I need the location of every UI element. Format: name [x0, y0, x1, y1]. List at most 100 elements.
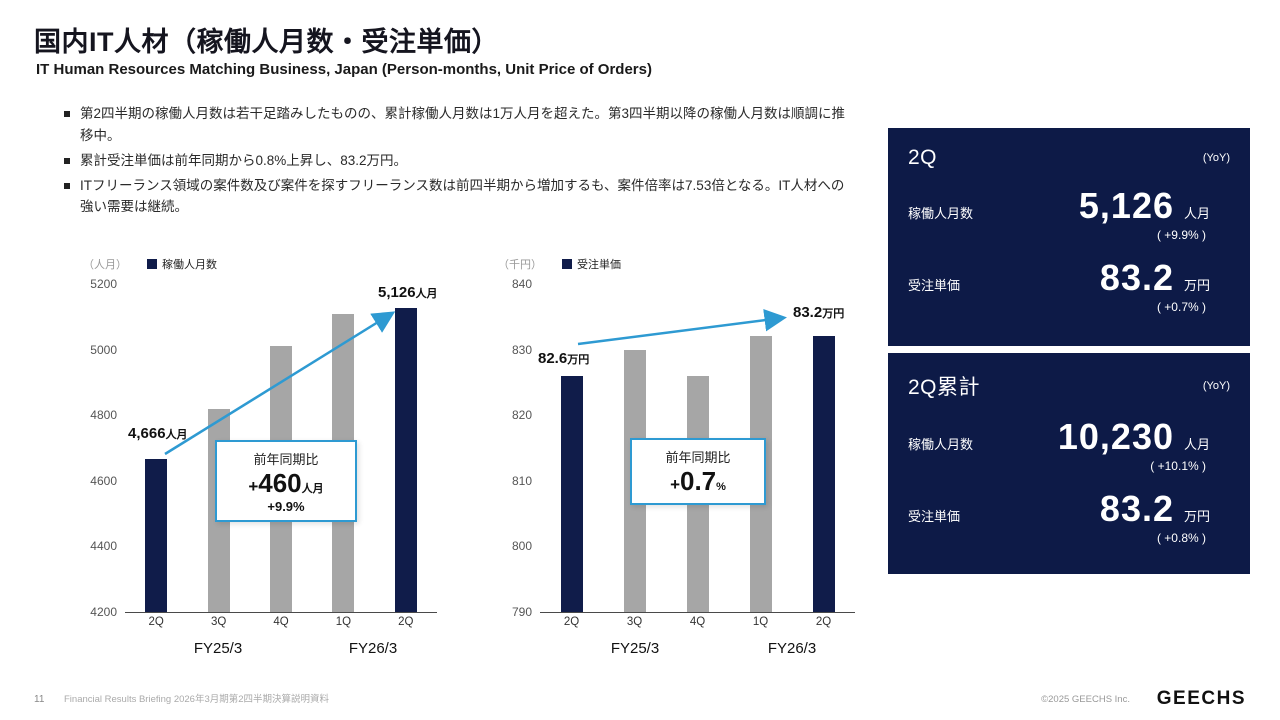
metric-yoy: ( +0.7% ): [1156, 300, 1206, 314]
x-tick-label: 3Q: [210, 616, 227, 628]
panel-yoy-label: (YoY): [1202, 152, 1230, 164]
x-tick-label: 2Q: [815, 616, 832, 628]
y-axis-unit-label: （千円）: [498, 259, 542, 271]
start-bar-value-label: 4,666人月: [128, 425, 188, 442]
legend: 受注単価: [562, 256, 621, 272]
end-bar-value-label: 5,126人月: [378, 284, 438, 301]
geechs-logo: GEECHS: [1156, 688, 1246, 709]
x-tick-label: 2Q: [398, 616, 414, 628]
person-months-chart: （人月） 稼働人月数 5200 5000 4800 4600 4400 4200 2Q 3Q…: [75, 250, 455, 670]
metric-unit: 万円: [1184, 509, 1211, 524]
start-bar-value-label: 82.6万円: [538, 350, 589, 367]
x-tick-label: 2Q: [148, 616, 164, 628]
panel-title: 2Q累計: [908, 376, 981, 399]
panel-row: 稼働人月数 5,126 人月 ( +9.9% ): [908, 185, 1230, 242]
end-bar-value-label: 83.2万円: [793, 304, 844, 321]
y-tick-label: 5200: [90, 277, 117, 291]
fiscal-year-label: FY25/3: [193, 640, 243, 657]
x-tick-label: 2Q: [563, 616, 580, 628]
panel-header: 2Q (YoY): [908, 146, 1230, 170]
y-tick-label: 840: [511, 277, 532, 291]
metric-value: 10,230: [1057, 416, 1174, 457]
metric-unit: 万円: [1184, 278, 1211, 293]
panel-header: 2Q累計 (YoY): [908, 371, 1230, 401]
comparison-box-title: 前年同期比: [253, 452, 319, 467]
bar-column: [125, 284, 187, 612]
legend-swatch-icon: [562, 259, 572, 269]
metric-yoy: ( +10.1% ): [1150, 459, 1206, 473]
bar-2Q-4: [394, 308, 417, 612]
y-tick-label: 4200: [90, 605, 117, 619]
yoy-comparison-box: 前年同期比 +460人月 +9.9%: [215, 440, 357, 522]
metric-label: 稼働人月数: [908, 437, 974, 452]
copyright-text: ©2025 GEECHS Inc.: [1041, 694, 1130, 705]
metric-value: 5,126: [1078, 185, 1174, 226]
summary-panel-2q: 2Q (YoY) 稼働人月数 5,126 人月 ( +9.9% ) 受注単価 8…: [888, 128, 1250, 346]
end-bar-value: 5,126: [378, 284, 416, 301]
summary-panel-2q-cumulative: 2Q累計 (YoY) 稼働人月数 10,230 人月 ( +10.1% ) 受注…: [888, 353, 1250, 574]
metric-unit: 人月: [1184, 437, 1211, 452]
metric-label: 受注単価: [908, 278, 961, 293]
metric-unit: 人月: [1184, 206, 1211, 221]
fiscal-year-label: FY25/3: [610, 640, 660, 657]
metric-label: 受注単価: [908, 509, 961, 524]
legend-swatch-icon: [147, 259, 157, 269]
panel-title: 2Q: [908, 146, 938, 169]
start-bar-value: 82.6: [538, 350, 568, 367]
x-tick-label: 1Q: [752, 616, 769, 628]
panel-yoy-label: (YoY): [1202, 380, 1230, 392]
bullet-item: 第2四半期の稼働人月数は若干足踏みしたものの、累計稼働人月数は1万人月を超えた。…: [62, 103, 857, 147]
unit-price-chart: （千円） 受注単価 840 830 820 810 800 790 2Q 3Q 4Q 1Q 2Q …: [490, 250, 868, 670]
legend: 稼働人月数: [147, 256, 217, 272]
yoy-comparison-box: 前年同期比 +0.7%: [630, 438, 766, 505]
bullet-text: ITフリーランス領域の案件数及び案件を探すフリーランス数は前四半期から増加するも…: [80, 177, 845, 215]
bar-column: [375, 284, 437, 612]
comparison-box-value: +460人月: [248, 468, 324, 498]
y-tick-label: 5000: [90, 342, 117, 357]
chart-header: （千円） 受注単価: [498, 256, 621, 272]
page-title: 国内IT人材（稼働人月数・受注単価）: [34, 27, 499, 57]
y-tick-label: 800: [511, 539, 532, 554]
x-axis: 2Q 3Q 4Q 1Q 2Q: [125, 616, 437, 628]
metric-label: 稼働人月数: [908, 206, 974, 221]
x-tick-label: 3Q: [626, 616, 643, 628]
bar-2Q-4: [812, 336, 835, 612]
bullet-text: 累計受注単価は前年同期から0.8%上昇し、83.2万円。: [80, 152, 408, 168]
x-axis: 2Q 3Q 4Q 1Q 2Q: [540, 616, 855, 628]
bar-2Q-0: [145, 459, 168, 612]
y-axis: 840 830 820 810 800 790: [490, 277, 532, 619]
start-bar-unit: 万円: [567, 354, 590, 366]
bullet-item: 累計受注単価は前年同期から0.8%上昇し、83.2万円。: [62, 150, 857, 172]
bar-column: [792, 284, 855, 612]
y-tick-label: 4600: [90, 473, 117, 488]
start-bar-unit: 人月: [165, 429, 188, 441]
y-tick-label: 4800: [90, 408, 117, 423]
y-axis-unit-label: （人月）: [83, 259, 127, 271]
metric-yoy: ( +9.9% ): [1156, 228, 1206, 242]
bar-2Q-0: [560, 375, 583, 612]
panel-row: 稼働人月数 10,230 人月 ( +10.1% ): [908, 416, 1230, 473]
bullet-list: 第2四半期の稼働人月数は若干足踏みしたものの、累計稼働人月数は1万人月を超えた。…: [62, 103, 857, 221]
end-bar-unit: 万円: [822, 308, 845, 320]
bullet-item: ITフリーランス領域の案件数及び案件を探すフリーランス数は前四半期から増加するも…: [62, 175, 857, 219]
comparison-box-value: +0.7%: [670, 466, 726, 496]
x-tick-label: 4Q: [273, 616, 289, 628]
y-tick-label: 810: [511, 473, 532, 488]
y-tick-label: 790: [511, 605, 532, 619]
chart-header: （人月） 稼働人月数: [83, 256, 217, 272]
start-bar-value: 4,666: [128, 425, 166, 442]
panel-row: 受注単価 83.2 万円 ( +0.8% ): [908, 488, 1230, 545]
end-bar-unit: 人月: [415, 288, 438, 300]
metric-value: 83.2: [1099, 257, 1174, 298]
metric-yoy: ( +0.8% ): [1156, 531, 1206, 545]
end-bar-value: 83.2: [793, 304, 823, 321]
page-number: 11: [34, 694, 45, 705]
legend-label: 受注単価: [577, 259, 621, 271]
panel-row: 受注単価 83.2 万円 ( +0.7% ): [908, 257, 1230, 314]
legend-label: 稼働人月数: [162, 259, 217, 271]
fiscal-year-label: FY26/3: [767, 640, 817, 657]
x-tick-label: 1Q: [335, 616, 352, 628]
comparison-box-sub: +9.9%: [267, 498, 305, 514]
y-tick-label: 830: [511, 342, 532, 357]
